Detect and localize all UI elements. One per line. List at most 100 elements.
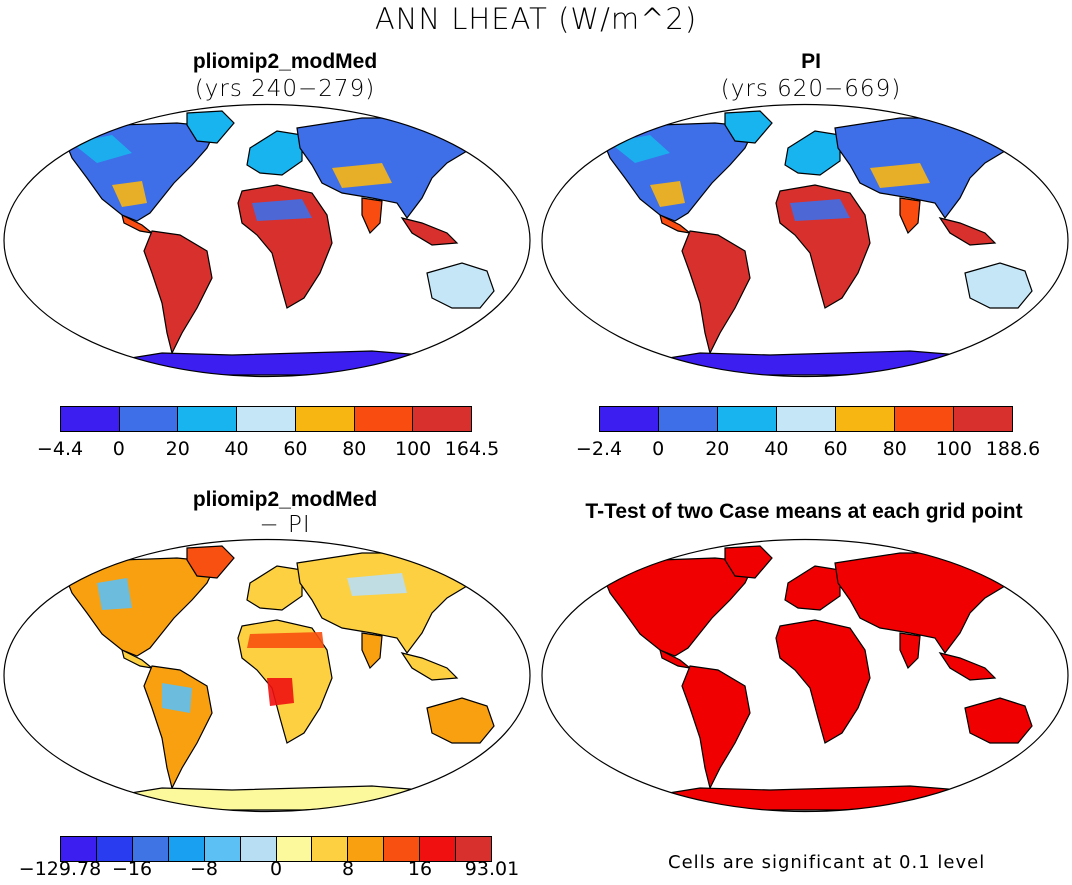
land-ind xyxy=(361,197,383,235)
colorbar-3-swatch-9 xyxy=(384,837,421,861)
land-eu xyxy=(784,130,841,176)
panel2-subtitle: (yrs 620−669) xyxy=(720,76,902,102)
colorbar-2-swatch-1 xyxy=(659,407,718,431)
land-shade-3 xyxy=(650,181,685,207)
land-as xyxy=(834,117,1016,220)
colorbar-3-swatch-0 xyxy=(61,837,97,861)
land-gr xyxy=(724,110,773,144)
colorbar-1-tick-label: 100 xyxy=(395,438,432,460)
land-shade-2 xyxy=(870,163,930,188)
colorbar-3-swatch-7 xyxy=(312,837,349,861)
panel1-subtitle: (yrs 240−279) xyxy=(194,76,376,102)
land-as xyxy=(834,552,1016,655)
panel4-title: T-Test of two Case means at each grid po… xyxy=(585,500,1023,523)
land-shade-4 xyxy=(347,573,407,596)
panel1-title: pliomip2_modMed xyxy=(192,50,378,73)
colorbar-1-tick-label: 164.5 xyxy=(444,438,500,460)
colorbar-3-tick-label: −16 xyxy=(111,858,153,880)
colorbar-1-tick-label: 80 xyxy=(342,438,367,460)
colorbar-1 xyxy=(60,406,472,432)
land-af xyxy=(775,619,871,744)
map-panel-1 xyxy=(3,103,531,378)
colorbar-2-tick-label: −2.4 xyxy=(575,438,623,460)
colorbar-2-tick-label: 40 xyxy=(764,438,789,460)
colorbar-3-swatch-2 xyxy=(132,837,169,861)
land-sea xyxy=(938,652,997,681)
land-au xyxy=(964,262,1033,309)
land-ant xyxy=(648,785,983,811)
land-ca xyxy=(121,213,155,234)
colorbar-2-tick-label: 20 xyxy=(705,438,730,460)
colorbar-1-swatch-4 xyxy=(295,407,355,431)
colorbar-1-tick-label: −4.4 xyxy=(36,438,84,460)
colorbar-2-swatch-0 xyxy=(600,407,659,431)
colorbar-1-ticks: −4.4 0 20 40 60 80 100 164.5 xyxy=(37,438,499,462)
land-gr xyxy=(186,545,235,579)
colorbar-1-swatch-0 xyxy=(61,407,120,431)
colorbar-3-tick-label: −8 xyxy=(189,858,219,880)
significance-note: Cells are significant at 0.1 level xyxy=(668,852,986,873)
colorbar-3-swatch-8 xyxy=(348,837,385,861)
land-au xyxy=(426,697,495,744)
land-sa xyxy=(681,230,751,355)
land-ant xyxy=(110,785,445,811)
land-gr xyxy=(724,545,773,579)
map-border xyxy=(3,103,531,378)
land-eu xyxy=(246,130,303,176)
land-sea xyxy=(938,217,997,246)
colorbar-3-swatch-6 xyxy=(276,837,313,861)
land-shade-3 xyxy=(112,181,147,207)
colorbar-3-ticks: −129.78 −16 −8 0 8 16 93.01 xyxy=(19,858,519,882)
land-gr xyxy=(186,110,235,144)
land-na xyxy=(61,557,218,657)
land-sa xyxy=(143,665,213,790)
land-na xyxy=(61,122,218,222)
map-border xyxy=(3,538,531,813)
colorbar-3-swatch-4 xyxy=(204,837,241,861)
land-shade-1 xyxy=(97,578,132,610)
colorbar-1-tick-label: 40 xyxy=(224,438,249,460)
land-shade-3 xyxy=(267,678,294,706)
colorbar-3-swatch-3 xyxy=(168,837,205,861)
map-panel-3 xyxy=(3,538,531,813)
colorbar-2-tick-label: 0 xyxy=(652,438,665,460)
map-panel-2 xyxy=(541,103,1069,378)
map-border xyxy=(541,103,1069,378)
land-ind xyxy=(361,632,383,670)
colorbar-1-tick-label: 60 xyxy=(283,438,308,460)
colorbar-2-tick-label: 60 xyxy=(823,438,848,460)
panel3-subtitle: − PI xyxy=(259,512,311,538)
colorbar-3-tick-label: 16 xyxy=(407,858,433,880)
colorbar-2-tick-label: 100 xyxy=(935,438,972,460)
land-au xyxy=(964,697,1033,744)
land-ca xyxy=(659,213,693,234)
land-ca xyxy=(121,648,155,669)
land-shade-2 xyxy=(162,683,192,713)
colorbar-1-swatch-5 xyxy=(354,407,414,431)
colorbar-3-tick-label: 93.01 xyxy=(464,858,520,880)
colorbar-3 xyxy=(60,836,492,862)
land-as xyxy=(296,117,478,220)
colorbar-1-swatch-6 xyxy=(413,407,472,431)
land-shade-1 xyxy=(252,199,312,221)
colorbar-2-swatch-5 xyxy=(895,407,954,431)
colorbar-3-swatch-11 xyxy=(456,837,492,861)
land-shade-2 xyxy=(332,163,392,188)
land-as xyxy=(296,552,478,655)
land-shade-1 xyxy=(790,199,850,221)
colorbar-2-ticks: −2.4 0 20 40 60 80 100 188.6 xyxy=(576,438,1040,462)
colorbar-3-tick-label: −129.78 xyxy=(18,858,102,880)
land-ca xyxy=(659,648,693,669)
panel2-title: PI xyxy=(801,50,821,73)
colorbar-1-swatch-3 xyxy=(237,407,296,431)
land-ant xyxy=(110,350,445,376)
colorbar-2-tick-label: 188.6 xyxy=(985,438,1041,460)
colorbar-1-tick-label: 20 xyxy=(165,438,190,460)
land-na xyxy=(599,122,756,222)
colorbar-3-tick-label: 0 xyxy=(269,858,283,880)
colorbar-3-swatch-1 xyxy=(96,837,133,861)
land-eu xyxy=(784,565,841,611)
land-ind xyxy=(899,632,921,670)
colorbar-1-tick-label: 0 xyxy=(112,438,125,460)
land-sea xyxy=(400,652,459,681)
